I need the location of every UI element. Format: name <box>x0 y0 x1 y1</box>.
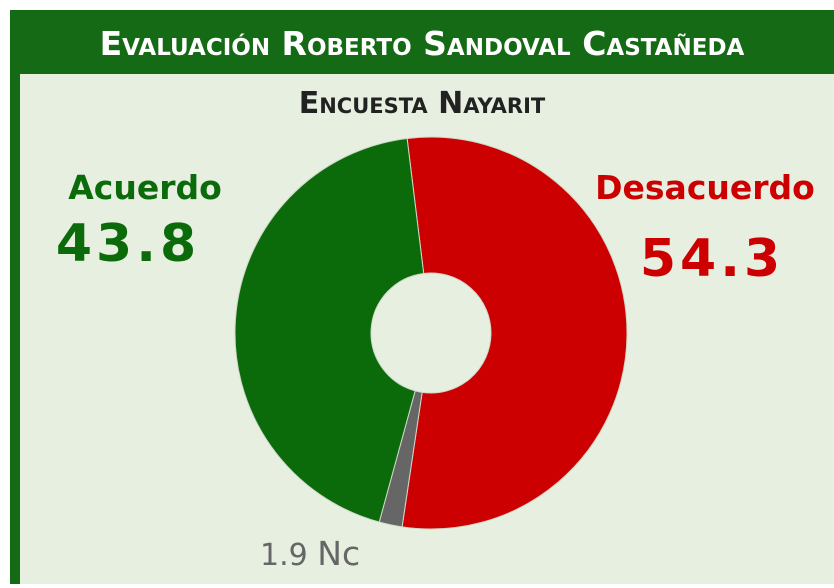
category-label: Desacuerdo <box>595 168 815 207</box>
nc-label: 1.9 Nc <box>260 534 360 573</box>
value-label: 54.3 <box>640 229 784 289</box>
value-label: 43.8 <box>56 214 200 274</box>
category-label: Acuerdo <box>68 168 222 207</box>
slice <box>401 136 628 530</box>
donut <box>234 136 628 530</box>
chart-subtitle: Encuesta Nayarit <box>299 86 546 121</box>
value-label: 1.9 <box>260 538 308 573</box>
slice <box>234 137 425 523</box>
chart-title: Evaluación Roberto Sandoval Castañeda <box>100 24 745 63</box>
category-label: Nc <box>317 534 360 573</box>
